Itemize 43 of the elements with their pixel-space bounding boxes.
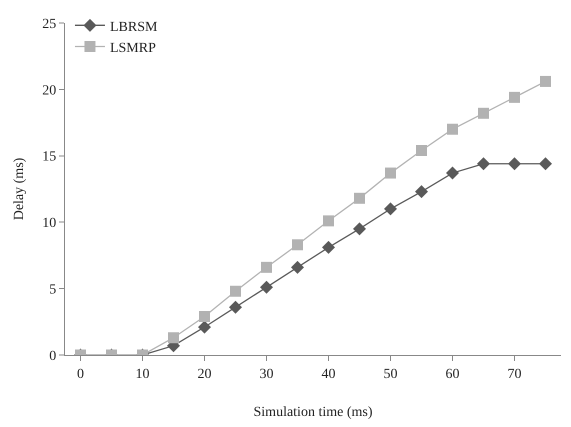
y-tick-label: 15 — [42, 150, 56, 165]
point — [446, 166, 459, 180]
point — [229, 300, 242, 314]
point — [539, 157, 552, 170]
point — [508, 157, 521, 170]
y-axis-title: Delay (ms) — [12, 157, 27, 220]
x-tick-label: 40 — [322, 366, 336, 382]
point — [198, 320, 211, 334]
point — [415, 185, 428, 198]
point — [354, 192, 365, 204]
legend-label: LBRSM — [110, 20, 158, 35]
point — [323, 215, 334, 226]
y-tick-label: 20 — [42, 83, 56, 98]
point — [416, 144, 427, 156]
x-tick-label: 50 — [384, 366, 398, 382]
point — [260, 280, 273, 294]
y-tick-label: 10 — [42, 216, 56, 232]
point — [477, 157, 490, 170]
point — [291, 260, 304, 274]
point — [230, 286, 241, 297]
point — [292, 239, 303, 250]
point — [168, 332, 179, 344]
point — [540, 76, 551, 87]
x-tick-label: 0 — [77, 366, 84, 382]
x-tick-label: 60 — [446, 366, 460, 382]
y-tick-label: 5 — [49, 282, 56, 298]
point — [478, 108, 489, 119]
legend-label: LSMRP — [110, 40, 156, 56]
point — [199, 310, 210, 322]
x-tick-label: 20 — [198, 366, 212, 382]
y-tick-label: 25 — [42, 16, 56, 32]
point — [353, 222, 366, 236]
point — [261, 262, 272, 273]
point — [385, 168, 396, 179]
point — [384, 202, 397, 216]
x-tick-label: 30 — [260, 366, 274, 382]
point — [322, 240, 335, 254]
point — [509, 92, 520, 103]
point — [447, 124, 458, 135]
x-axis-title: Simulation time (ms) — [254, 405, 373, 420]
y-tick-label: 0 — [49, 348, 56, 364]
x-tick-label: 70 — [508, 366, 522, 382]
x-tick-label: 10 — [136, 366, 150, 382]
